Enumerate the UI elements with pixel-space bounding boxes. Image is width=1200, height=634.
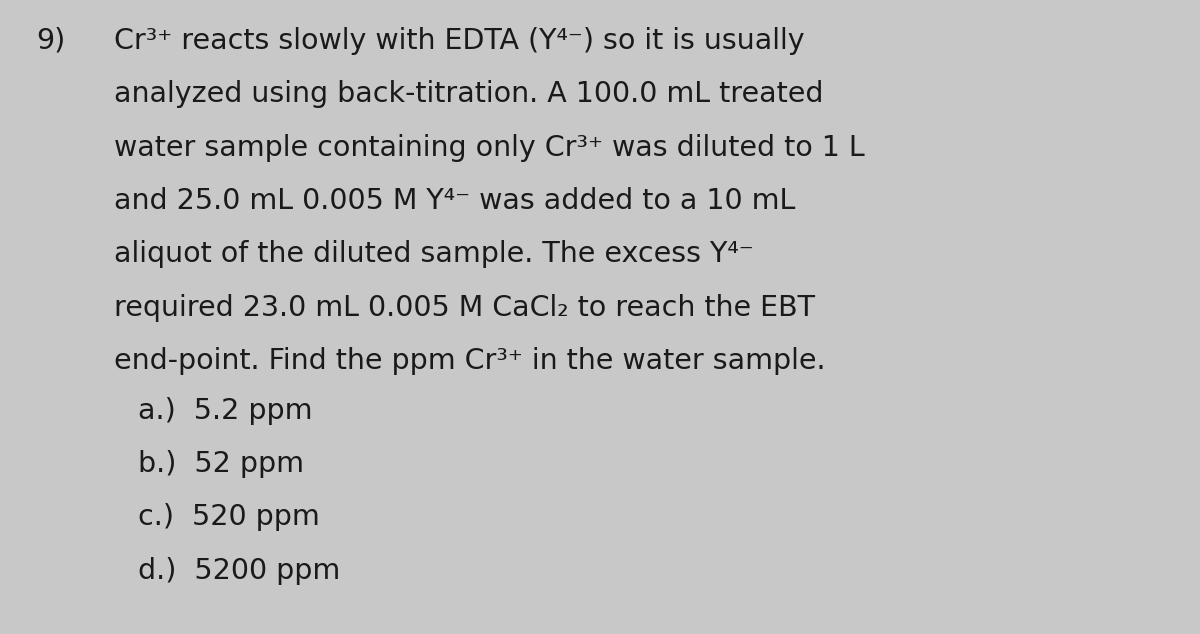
Text: b.)  52 ppm: b.) 52 ppm — [138, 450, 304, 478]
Text: c.)  520 ppm: c.) 520 ppm — [138, 503, 319, 531]
Text: end-point. Find the ppm Cr³⁺ in the water sample.: end-point. Find the ppm Cr³⁺ in the wate… — [114, 347, 826, 375]
Text: Cr³⁺ reacts slowly with EDTA (Y⁴⁻) so it is usually: Cr³⁺ reacts slowly with EDTA (Y⁴⁻) so it… — [114, 27, 805, 55]
Text: d.)  5200 ppm: d.) 5200 ppm — [138, 557, 341, 585]
Text: 9): 9) — [36, 27, 65, 55]
Text: and 25.0 mL 0.005 M Y⁴⁻ was added to a 10 mL: and 25.0 mL 0.005 M Y⁴⁻ was added to a 1… — [114, 187, 796, 215]
Text: analyzed using back-titration. A 100.0 mL treated: analyzed using back-titration. A 100.0 m… — [114, 80, 823, 108]
Text: aliquot of the diluted sample. The excess Y⁴⁻: aliquot of the diluted sample. The exces… — [114, 240, 754, 268]
Text: required 23.0 mL 0.005 M CaCl₂ to reach the EBT: required 23.0 mL 0.005 M CaCl₂ to reach … — [114, 294, 815, 321]
Text: water sample containing only Cr³⁺ was diluted to 1 L: water sample containing only Cr³⁺ was di… — [114, 134, 865, 162]
Text: a.)  5.2 ppm: a.) 5.2 ppm — [138, 397, 312, 425]
